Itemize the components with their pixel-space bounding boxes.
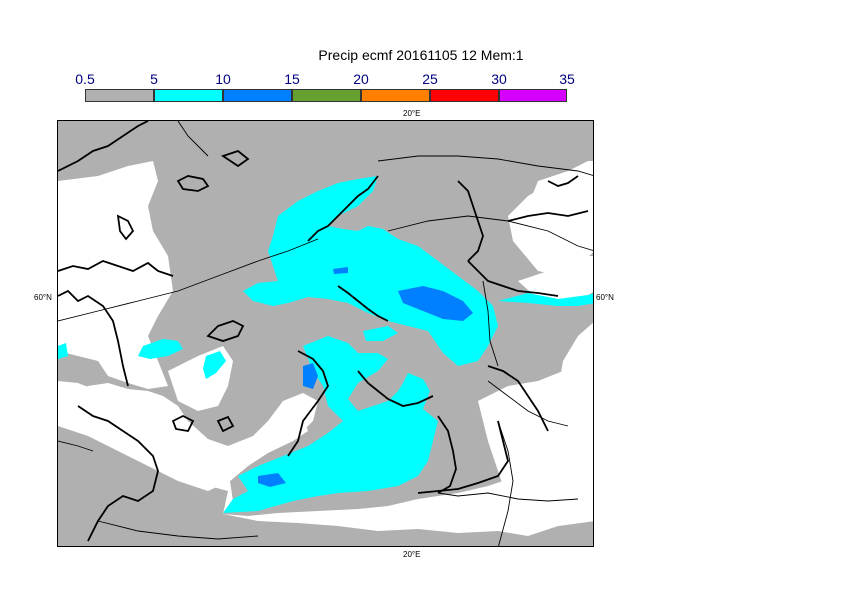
colorbar-tick-label: 0.5 — [75, 71, 95, 87]
top-longitude-label: 20°E — [403, 109, 421, 118]
map-title: Precip ecmf 20161105 12 Mem:1 — [318, 47, 524, 63]
precip-band-blue — [398, 286, 473, 321]
precip-band-gray — [58, 121, 593, 516]
colorbar-swatch-2 — [223, 89, 292, 102]
precip-band-blue — [258, 473, 286, 487]
precip-band-cyan — [58, 343, 68, 359]
clear-area — [86, 231, 118, 249]
precip-band-cyan — [138, 339, 183, 359]
precip-band-blue — [333, 267, 348, 274]
left-latitude-label: 60°N — [34, 293, 52, 302]
precip-band-cyan — [223, 336, 438, 513]
colorbar-swatch-6 — [499, 89, 567, 102]
colorbar-swatch-1 — [154, 89, 223, 102]
country-borders — [58, 121, 593, 546]
precip-band-cyan — [203, 351, 226, 379]
colorbar-tick-label: 30 — [491, 71, 507, 87]
colorbar-swatch-4 — [361, 89, 430, 102]
precip-band-gray — [58, 401, 593, 546]
precip-band-cyan — [363, 326, 398, 341]
precip-band-cyan — [243, 176, 498, 366]
colorbar-swatch-0 — [85, 89, 154, 102]
clear-area — [78, 191, 118, 213]
colorbar-tick-label: 5 — [150, 71, 158, 87]
colorbar-tick-label: 25 — [422, 71, 438, 87]
colorbar-swatch-5 — [430, 89, 499, 102]
clear-area — [58, 381, 308, 491]
precip-band-cyan — [498, 293, 593, 306]
colorbar-tick-label: 10 — [215, 71, 231, 87]
right-latitude-label: 60°N — [596, 293, 614, 302]
colorbar-tick-label: 35 — [559, 71, 575, 87]
colorbar-swatch-3 — [292, 89, 361, 102]
map-canvas — [58, 121, 593, 546]
clear-area — [58, 161, 173, 389]
clear-area — [528, 161, 593, 233]
colorbar-tick-label: 20 — [353, 71, 369, 87]
bottom-longitude-label: 20°E — [403, 550, 421, 559]
precip-band-blue — [303, 363, 318, 389]
colorbar-tick-label: 15 — [284, 71, 300, 87]
coastlines — [58, 121, 589, 542]
precipitation-map — [57, 120, 594, 547]
